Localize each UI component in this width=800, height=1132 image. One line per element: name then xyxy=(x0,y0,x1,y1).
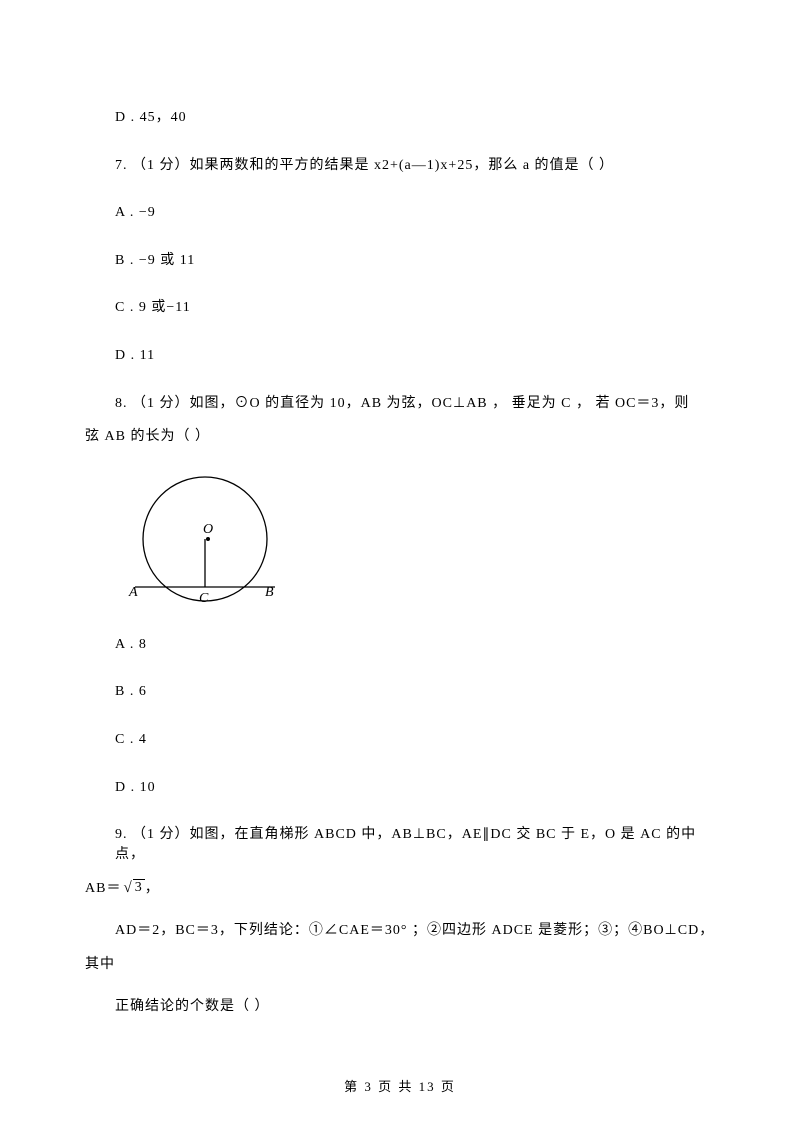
q7-option-b: B . −9 或 11 xyxy=(85,251,715,271)
q8-option-b: B . 6 xyxy=(85,682,715,702)
q7-stem: 7. （1 分）如果两数和的平方的结果是 x2+(a―1)x+25，那么 a 的… xyxy=(85,156,715,176)
q9-stem-line3: 其中 xyxy=(85,955,715,975)
q9-stem-line2: AD＝2，BC＝3，下列结论：①∠CAE＝30° ；②四边形 ADCE 是菱形；… xyxy=(85,921,715,941)
q8-stem-line2: 弦 AB 的长为（ ） xyxy=(85,427,715,447)
q8-option-c: C . 4 xyxy=(85,730,715,750)
q8-option-a: A . 8 xyxy=(85,635,715,655)
svg-text:C: C xyxy=(199,591,209,606)
q9-stem-line4: 正确结论的个数是（ ） xyxy=(85,997,715,1017)
circle-diagram: O A B C xyxy=(107,465,297,615)
q9-ab-label: AB＝ xyxy=(85,881,121,896)
q9-ab-line: AB＝ 3， xyxy=(85,878,715,899)
sqrt-value: 3 xyxy=(133,879,145,895)
q7-option-c: C . 9 或−11 xyxy=(85,298,715,318)
q9-ab-suffix: ， xyxy=(145,881,160,896)
svg-text:B: B xyxy=(265,585,274,600)
q8-stem-line1: 8. （1 分）如图，⊙O 的直径为 10，AB 为弦，OC⊥AB ， 垂足为 … xyxy=(85,394,715,414)
page-footer: 第 3 页 共 13 页 xyxy=(0,1078,800,1096)
q6-option-d: D . 45，40 xyxy=(85,108,715,128)
q8-figure: O A B C xyxy=(85,465,715,615)
svg-text:O: O xyxy=(203,522,213,537)
q8-option-d: D . 10 xyxy=(85,778,715,798)
q9-stem-line1: 9. （1 分）如图，在直角梯形 ABCD 中，AB⊥BC，AE∥DC 交 BC… xyxy=(85,825,715,864)
q7-option-d: D . 11 xyxy=(85,346,715,366)
sqrt-icon: 3 xyxy=(121,878,144,899)
q7-option-a: A . −9 xyxy=(85,203,715,223)
svg-text:A: A xyxy=(128,585,138,600)
